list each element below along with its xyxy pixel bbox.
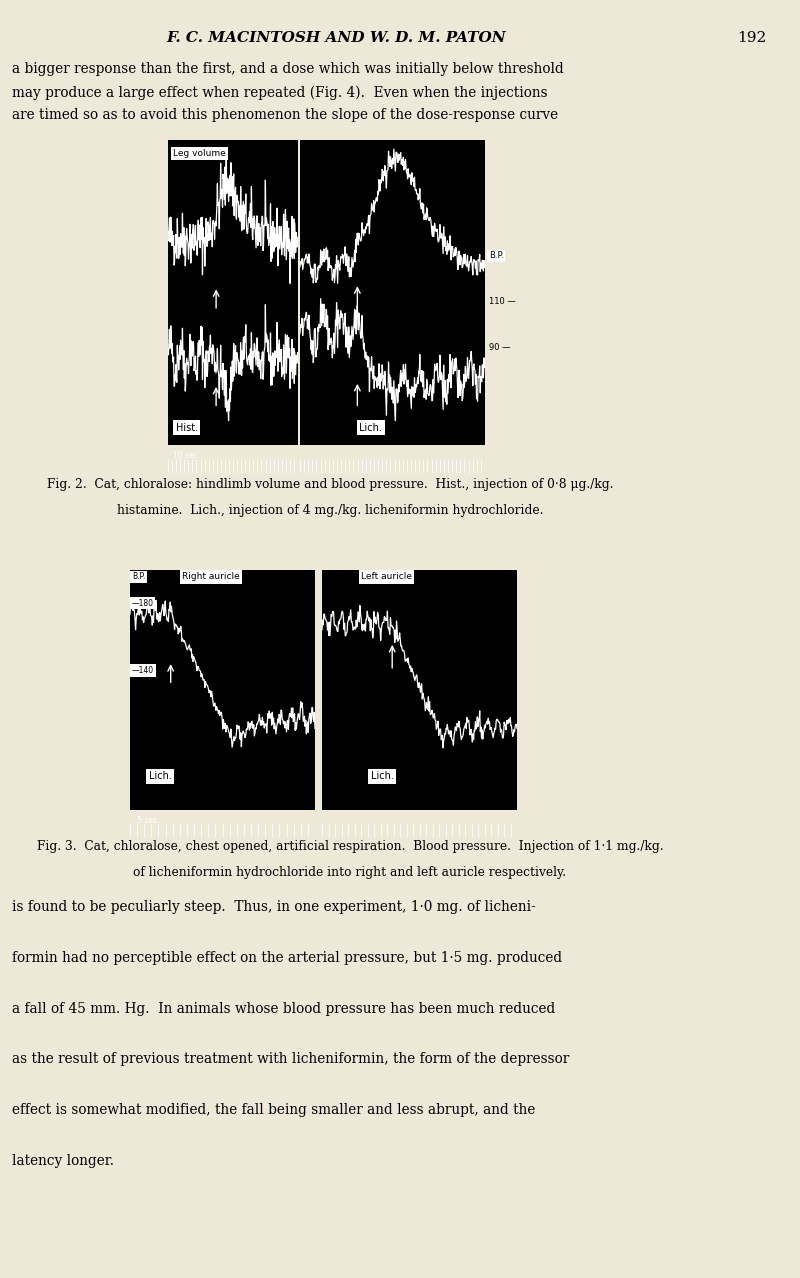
Text: as the result of previous treatment with licheniformin, the form of the depresso: as the result of previous treatment with…: [12, 1052, 570, 1066]
Text: are timed so as to avoid this phenomenon the slope of the dose-response curve: are timed so as to avoid this phenomenon…: [12, 109, 558, 123]
Text: Leg volume: Leg volume: [173, 150, 226, 158]
Text: Lich.: Lich.: [370, 771, 394, 781]
Text: —140: —140: [132, 666, 154, 675]
Text: Fig. 3.  Cat, chloralose, chest opened, artificial respiration.  Blood pressure.: Fig. 3. Cat, chloralose, chest opened, a…: [37, 840, 663, 852]
Text: F. C. MACINTOSH AND W. D. M. PATON: F. C. MACINTOSH AND W. D. M. PATON: [166, 31, 506, 45]
Text: histamine.  Lich., injection of 4 mg./kg. licheniformin hydrochloride.: histamine. Lich., injection of 4 mg./kg.…: [117, 505, 543, 518]
Text: Fig. 2.  Cat, chloralose: hindlimb volume and blood pressure.  Hist., injection : Fig. 2. Cat, chloralose: hindlimb volume…: [46, 478, 614, 491]
Text: Left auricle: Left auricle: [361, 573, 412, 581]
Text: 5 sec.: 5 sec.: [138, 817, 160, 826]
Text: is found to be peculiarly steep.  Thus, in one experiment, 1·0 mg. of licheni-: is found to be peculiarly steep. Thus, i…: [12, 900, 536, 914]
Text: Lich.: Lich.: [149, 771, 171, 781]
Text: B.P.: B.P.: [132, 573, 146, 581]
Text: —180: —180: [132, 599, 154, 608]
Text: B.P.: B.P.: [489, 252, 504, 261]
Text: Right auricle: Right auricle: [182, 573, 239, 581]
Text: Lich.: Lich.: [359, 423, 382, 433]
Text: 10 sec.: 10 sec.: [173, 451, 200, 460]
Text: of licheniformin hydrochloride into right and left auricle respectively.: of licheniformin hydrochloride into righ…: [134, 866, 566, 879]
Text: latency longer.: latency longer.: [12, 1154, 114, 1168]
Text: a bigger response than the first, and a dose which was initially below threshold: a bigger response than the first, and a …: [12, 63, 564, 75]
Text: a fall of 45 mm. Hg.  In animals whose blood pressure has been much reduced: a fall of 45 mm. Hg. In animals whose bl…: [12, 1002, 555, 1016]
Text: 90 —: 90 —: [489, 343, 510, 351]
Text: effect is somewhat modified, the fall being smaller and less abrupt, and the: effect is somewhat modified, the fall be…: [12, 1103, 535, 1117]
Text: may produce a large effect when repeated (Fig. 4).  Even when the injections: may produce a large effect when repeated…: [12, 86, 548, 100]
Text: formin had no perceptible effect on the arterial pressure, but 1·5 mg. produced: formin had no perceptible effect on the …: [12, 951, 562, 965]
Text: 110 —: 110 —: [489, 298, 515, 307]
Text: Hist.: Hist.: [176, 423, 198, 433]
Text: 192: 192: [738, 31, 766, 45]
